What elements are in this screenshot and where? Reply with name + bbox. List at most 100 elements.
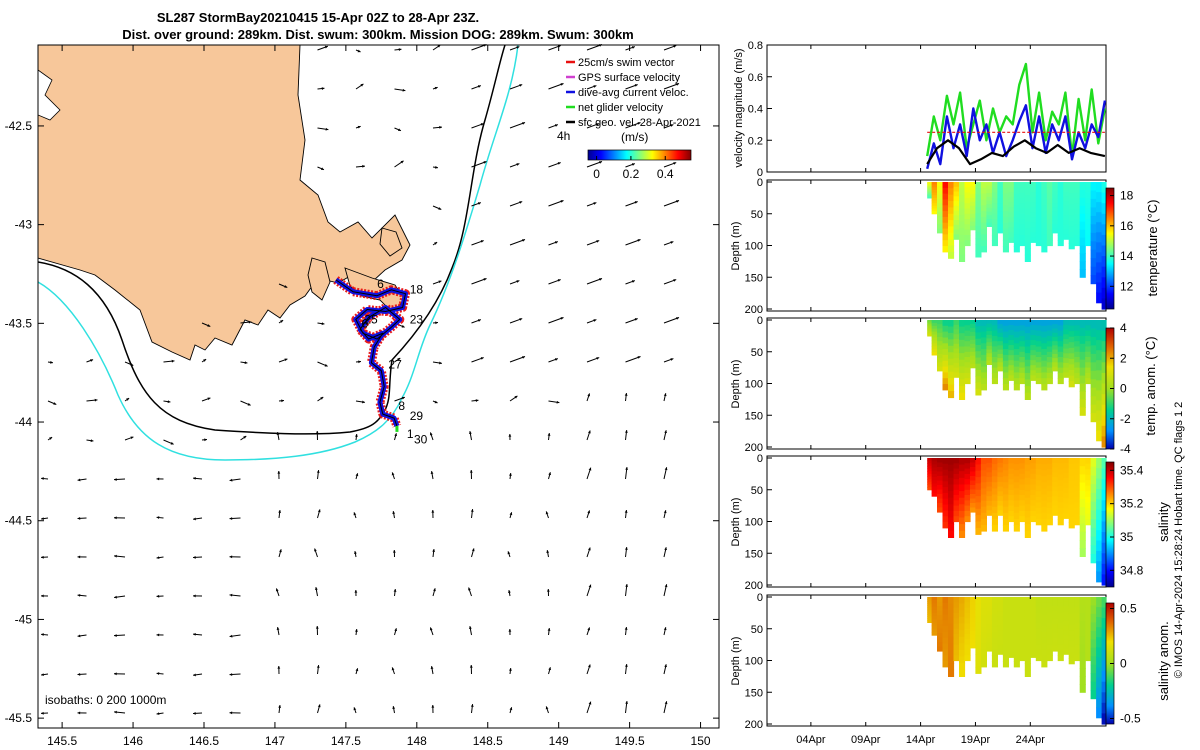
- salinity-anomaly-cell: [1008, 612, 1015, 618]
- temperature-anomaly-y-tick-label: 150: [745, 410, 763, 422]
- salinity-cell: [1019, 495, 1026, 501]
- temperature-anomaly-cell: [1008, 320, 1015, 326]
- salinity-cell: [1057, 458, 1064, 465]
- temperature-anomaly-y-tick-label: 50: [751, 347, 763, 359]
- temperature-cell: [1090, 215, 1097, 225]
- speed-colorbar-label: (m/s): [621, 130, 648, 144]
- salinity-anomaly-cell: [1096, 677, 1103, 689]
- salinity-anomaly-cell: [986, 597, 993, 603]
- temperature-anomaly-cell: [1052, 324, 1059, 329]
- salinity-cell: [964, 473, 971, 480]
- velocity-series-line: [926, 139, 1106, 166]
- salinity-anomaly-cell: [1096, 597, 1103, 608]
- salinity-cell: [986, 472, 993, 478]
- quiver-arrowhead: [673, 45, 677, 48]
- temperature-anomaly-cell: [1030, 325, 1037, 331]
- temperature-cell: [1035, 182, 1042, 188]
- salinity-anomaly-colorbar-tick-label: 0.5: [1120, 602, 1137, 616]
- salinity-cell: [1035, 513, 1042, 520]
- salinity-cell: [1019, 510, 1026, 517]
- velocity-series-line: [926, 62, 1106, 158]
- temperature-anomaly-cell: [991, 372, 998, 379]
- temperature-anomaly-cell: [1101, 341, 1107, 353]
- temperature-cell: [1052, 224, 1059, 230]
- quiver-arrowhead: [434, 86, 438, 90]
- salinity-cell: [1002, 488, 1009, 496]
- salinity-anomaly-cell: [1008, 622, 1015, 628]
- temperature-cell: [970, 189, 977, 195]
- temperature-cell: [942, 199, 949, 206]
- salinity-anomaly-cell: [1019, 607, 1026, 614]
- temperature-cell: [1008, 182, 1015, 188]
- salinity-anomaly-cell: [991, 597, 998, 604]
- salinity-anomaly-cell: [1008, 642, 1015, 648]
- temperature-cell: [1024, 195, 1031, 203]
- speed-colorbar: [587, 149, 692, 161]
- salinity-anomaly-cell: [1063, 639, 1070, 646]
- salinity-anomaly-cell: [1074, 618, 1081, 625]
- isobath-note: isobaths: 0 200 1000m: [45, 693, 166, 707]
- quiver-arrowhead: [634, 201, 638, 204]
- temperature-cell: [1035, 240, 1042, 247]
- salinity-anomaly-cell: [1079, 660, 1086, 669]
- quiver-arrowhead: [599, 278, 603, 281]
- salinity-anomaly-cell: [1002, 602, 1009, 610]
- salinity-anomaly-cell: [991, 643, 998, 650]
- temperature-cell: [975, 244, 982, 252]
- quiver-arrowhead: [624, 430, 628, 433]
- temperature-cell: [1079, 245, 1086, 254]
- salinity-cell: [959, 504, 966, 512]
- temperature-anomaly-cell: [1052, 362, 1059, 368]
- temperature-anomaly-cell: [1002, 366, 1009, 373]
- quiver-arrowhead: [207, 324, 211, 327]
- salinity-anomaly-cell: [1101, 597, 1107, 609]
- temperature-anomaly-cell: [1035, 325, 1042, 332]
- salinity-cell: [927, 460, 933, 464]
- temperature-anomaly-cell: [959, 379, 966, 387]
- temperature-cell: [931, 203, 938, 207]
- salinity-anomaly-cell: [1096, 667, 1103, 679]
- map-y-tick-label: -45: [15, 612, 33, 626]
- salinity-anomaly-cell: [1068, 624, 1075, 631]
- temperature-cell: [991, 234, 998, 241]
- salinity-anomaly-cell: [1002, 631, 1009, 639]
- temperature-anomaly-cell: [1063, 334, 1070, 340]
- temperature-cell: [1019, 224, 1026, 231]
- salinity-anomaly-cell: [959, 623, 966, 631]
- salinity-anomaly-cell: [1002, 608, 1009, 615]
- quiver-arrowhead: [49, 437, 53, 440]
- temperature-anomaly-colorbar-tick-label: -2: [1120, 412, 1131, 426]
- temperature-cell: [1046, 224, 1053, 231]
- temperature-anomaly-cell: [942, 349, 949, 356]
- salinity-anomaly-cell: [997, 625, 1004, 631]
- temperature-anomaly-cell: [948, 358, 955, 366]
- temperature-cell: [1074, 187, 1081, 194]
- quiver-arrowhead: [596, 123, 600, 126]
- temperature-cell: [1057, 213, 1064, 220]
- temperature-cell: [1046, 192, 1053, 199]
- quiver-arrowhead: [41, 633, 44, 637]
- salinity-anomaly-cell: [1101, 681, 1107, 693]
- temperature-cell: [927, 196, 933, 199]
- salinity-anomaly-cell: [1030, 642, 1037, 648]
- salinity-cell: [1090, 484, 1097, 494]
- temperature-anomaly-cell: [1008, 370, 1015, 376]
- temperature-anomaly-cell: [931, 352, 938, 356]
- salinity-anomaly-cell: [1079, 652, 1086, 662]
- temperature-cell: [1019, 240, 1026, 247]
- temperature-anomaly-cell: [1002, 337, 1009, 344]
- salinity-cell: [1052, 481, 1059, 488]
- temperature-anomaly-cell: [937, 366, 944, 372]
- temperature-cell: [959, 248, 966, 256]
- quiver-arrowhead: [587, 547, 591, 551]
- temperature-anomaly-cell: [1096, 390, 1103, 402]
- temperature-anomaly-cell: [986, 323, 993, 328]
- temperature-anomaly-cell: [1085, 372, 1092, 379]
- salinity-cell: [1052, 491, 1059, 497]
- temperature-anomaly-cell: [1068, 320, 1075, 327]
- quiver-arrowhead: [433, 588, 436, 592]
- salinity-cell: [1008, 489, 1015, 496]
- salinity-anomaly-cell: [970, 635, 977, 640]
- salinity-cell: [927, 473, 933, 478]
